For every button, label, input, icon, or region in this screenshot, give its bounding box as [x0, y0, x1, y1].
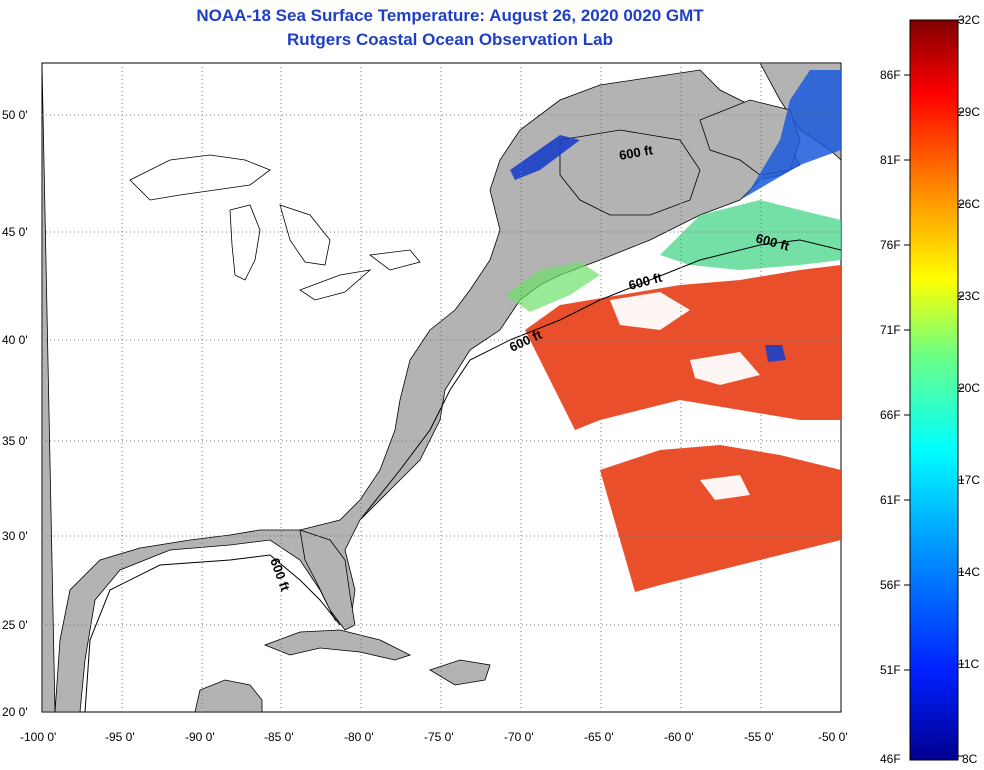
lon-label-100: -100 0' — [20, 730, 57, 744]
land-maritimes — [559, 129, 701, 216]
cb-c-23: 23C — [958, 289, 981, 303]
graticule — [42, 63, 841, 712]
cb-f-56: 56F — [880, 578, 901, 592]
cb-c-17: 17C — [958, 473, 981, 487]
cb-f-71: 71F — [880, 323, 901, 337]
lat-label-20: 20 0' — [2, 705, 28, 719]
lake-erie-ontario — [299, 249, 421, 301]
sst-swath-south — [600, 445, 841, 592]
sst-green-band — [660, 200, 841, 270]
cb-c-32: 32C — [958, 13, 981, 27]
cb-c-14: 14C — [958, 565, 981, 579]
cb-f-46: 46F — [880, 752, 901, 766]
land-yucatan — [194, 679, 263, 712]
land-cuba — [263, 629, 412, 661]
lake-superior — [129, 154, 271, 201]
lon-label-60: -60 0' — [664, 730, 694, 744]
cloud-gap-1 — [610, 292, 690, 330]
cb-c-29: 29C — [958, 105, 981, 119]
sst-blue-gulf — [510, 135, 580, 180]
cloud-gap-3 — [700, 475, 750, 500]
lat-label-40: 40 0' — [2, 333, 28, 347]
sst-green-coast — [505, 262, 600, 312]
cb-f-66: 66F — [880, 408, 901, 422]
lake-michigan-huron — [229, 204, 331, 281]
lon-label-80: -80 0' — [344, 730, 374, 744]
cloud-gap-2 — [690, 352, 760, 385]
lon-label-55: -55 0' — [744, 730, 774, 744]
lon-label-70: -70 0' — [504, 730, 534, 744]
lat-label-25: 25 0' — [2, 618, 28, 632]
lat-label-30: 30 0' — [2, 529, 28, 543]
colorbar — [909, 19, 959, 761]
cb-f-51: 51F — [880, 663, 901, 677]
lon-label-90: -90 0' — [185, 730, 215, 744]
map-title: NOAA-18 Sea Surface Temperature: August … — [196, 6, 704, 25]
lat-label-35: 35 0' — [2, 434, 28, 448]
lon-label-50: -50 0' — [818, 730, 848, 744]
cb-f-86: 86F — [880, 68, 901, 82]
isobath-600ft-east — [359, 239, 841, 521]
lat-label-45: 45 0' — [2, 225, 28, 239]
sst-cool-patch-ne — [740, 70, 841, 200]
cb-f-76: 76F — [880, 238, 901, 252]
sst-cold-eddy — [765, 345, 786, 362]
map-subtitle: Rutgers Coastal Ocean Observation Lab — [287, 30, 613, 49]
lon-label-85: -85 0' — [264, 730, 294, 744]
cb-f-81: 81F — [880, 153, 901, 167]
sst-swath-north — [525, 265, 841, 430]
lon-label-95: -95 0' — [105, 730, 135, 744]
land-florida — [299, 529, 356, 631]
lat-label-50: 50 0' — [2, 108, 28, 122]
colorbar-ticks — [904, 19, 964, 757]
cb-c-20: 20C — [958, 381, 981, 395]
land-hispaniola — [429, 659, 491, 686]
lon-label-75: -75 0' — [424, 730, 454, 744]
lon-label-65: -65 0' — [584, 730, 614, 744]
cb-c-26: 26C — [958, 197, 981, 211]
cb-c-11: 11C — [958, 657, 980, 671]
cb-c-8: 8C — [962, 752, 978, 766]
contour-label-1: 600 ft — [618, 142, 655, 163]
isobath-600ft-gulf — [84, 554, 341, 712]
cb-f-61: 61F — [880, 493, 901, 507]
